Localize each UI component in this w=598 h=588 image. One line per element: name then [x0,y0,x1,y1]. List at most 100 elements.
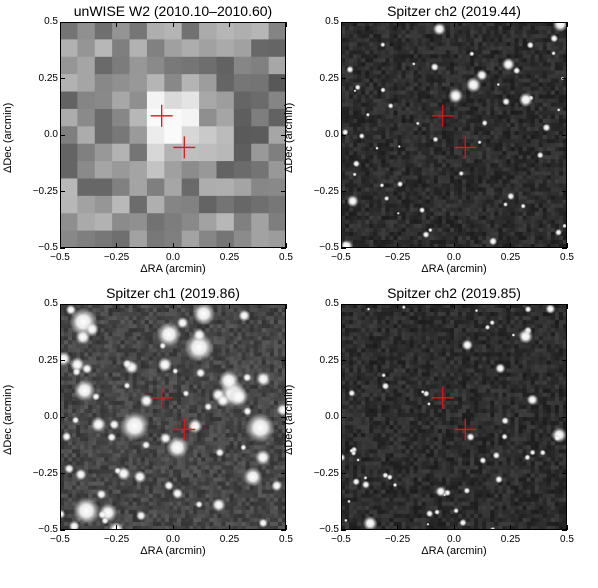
noise-pixel [152,356,158,361]
x-tick-label: −0.5 [331,252,351,263]
noise-pixel [100,316,105,321]
noise-pixel [72,412,77,418]
noise-pixel [550,114,556,120]
noise-pixel [445,74,451,79]
noise-pixel [140,360,146,365]
star [352,172,357,177]
noise-pixel [389,114,394,120]
noise-pixel [486,195,491,200]
noise-pixel [421,187,427,192]
noise-pixel [425,175,431,180]
noise-pixel [405,118,411,124]
noise-pixel [514,118,519,124]
noise-pixel [100,388,105,394]
noise-pixel [148,344,154,349]
noise-pixel [433,191,439,196]
noise-pixel [494,203,499,209]
star [346,65,354,74]
noise-pixel [373,54,378,59]
noise-pixel [136,352,142,357]
noise-pixel [96,332,101,337]
noise-pixel [84,352,89,357]
noise-pixel [365,179,370,184]
noise-pixel [494,122,499,128]
noise-pixel [88,421,93,426]
noise-pixel [397,215,402,221]
noise-pixel [542,30,548,35]
noise-pixel [401,90,406,96]
noise-pixel [550,207,556,213]
noise-pixel [369,183,374,188]
pixel [77,74,96,93]
noise-pixel [361,82,366,87]
noise-pixel [397,34,402,39]
noise-pixel [421,114,427,120]
noise-pixel [381,66,386,71]
noise-pixel [120,344,125,349]
noise-pixel [381,98,386,104]
noise-pixel [417,179,423,184]
noise-pixel [112,308,117,313]
noise-pixel [377,175,382,180]
noise-pixel [397,86,402,92]
noise-pixel [542,151,548,156]
noise-pixel [558,114,564,120]
noise-pixel [381,38,386,43]
noise-pixel [397,199,402,205]
noise-pixel [164,517,170,523]
noise-pixel [156,473,162,478]
noise-pixel [156,352,162,357]
noise-pixel [514,90,519,96]
noise-pixel [429,54,435,59]
noise-pixel [518,122,524,128]
noise-pixel [530,46,536,51]
noise-pixel [546,102,552,108]
noise-pixel [470,199,475,205]
noise-pixel [437,86,443,92]
noise-pixel [104,404,109,410]
noise-pixel [369,199,374,205]
noise-pixel [128,469,134,474]
noise-pixel [401,143,406,148]
noise-pixel [72,469,77,474]
x-tick-label: 0.25 [500,252,521,263]
noise-pixel [538,207,544,213]
noise-pixel [506,22,511,27]
noise-pixel [421,118,427,124]
noise-pixel [421,139,427,144]
noise-pixel [474,70,479,75]
noise-pixel [421,223,427,229]
noise-pixel [417,78,423,83]
noise-pixel [405,223,411,229]
noise-pixel [361,215,366,221]
noise-pixel [76,433,81,438]
noise-pixel [530,102,536,108]
noise-pixel [530,179,536,184]
noise-pixel [498,203,503,209]
noise-pixel [100,372,105,378]
noise-pixel [506,114,511,120]
noise-pixel [558,187,564,192]
noise-pixel [534,74,540,79]
noise-pixel [486,167,491,172]
pixel [216,108,235,127]
noise-pixel [554,143,560,148]
noise-pixel [96,437,101,442]
y-tick-mark [60,21,65,23]
noise-pixel [164,425,170,430]
noise-pixel [449,191,455,196]
noise-pixel [385,66,390,71]
noise-pixel [80,352,85,357]
noise-pixel [124,392,130,398]
noise-pixel [466,231,471,237]
noise-pixel [373,62,378,67]
noise-pixel [558,211,564,217]
pixel [164,56,183,75]
noise-pixel [554,223,560,229]
noise-pixel [421,82,427,87]
noise-pixel [542,135,548,140]
noise-pixel [466,207,471,213]
pixel [112,143,131,162]
x-tick-label: 0.5 [560,252,574,263]
star [365,112,370,117]
